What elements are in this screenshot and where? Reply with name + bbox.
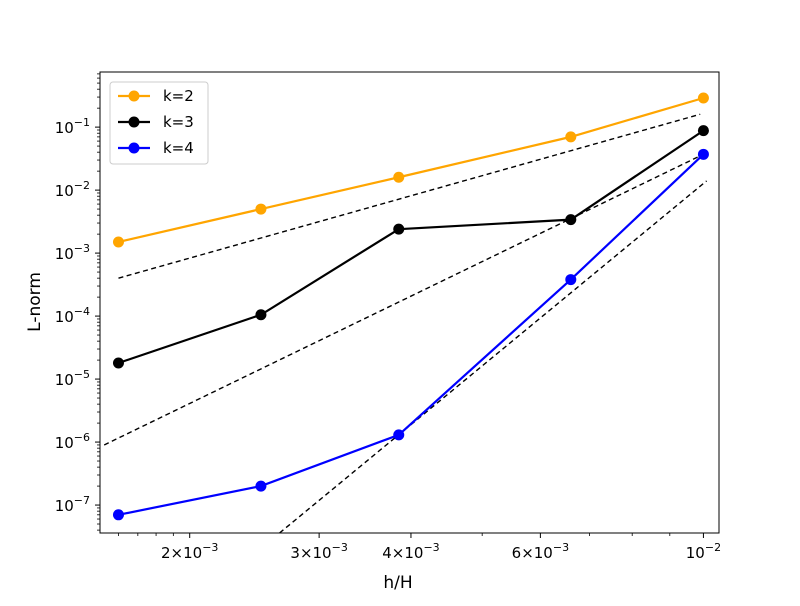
y-axis-label: L-norm bbox=[25, 272, 45, 332]
data-point-k=4-5 bbox=[697, 148, 709, 160]
legend: k=2 k=3 k=4 bbox=[109, 81, 209, 165]
reference-line-1 bbox=[118, 113, 701, 279]
data-point-k=4-1 bbox=[112, 509, 124, 521]
data-point-k=4-2 bbox=[255, 480, 267, 492]
legend-label-k=4: k=4 bbox=[163, 139, 194, 157]
plot-frame bbox=[99, 71, 720, 534]
data-point-k=3-2 bbox=[255, 309, 267, 321]
x-tick-label: 4×10−3 bbox=[382, 541, 439, 562]
data-point-k=2-1 bbox=[112, 236, 124, 248]
x-tick-label: 2×10−3 bbox=[161, 541, 218, 562]
data-point-k=2-2 bbox=[255, 203, 267, 215]
y-tick-label: 10−1 bbox=[55, 116, 90, 137]
legend-marker-k=2 bbox=[128, 90, 140, 102]
legend-marker-k=4 bbox=[128, 142, 140, 154]
legend-label-k=3: k=3 bbox=[163, 113, 194, 131]
y-tick-label: 10−6 bbox=[55, 431, 90, 452]
x-tick-label: 3×10−3 bbox=[290, 541, 347, 562]
y-tick-label: 10−3 bbox=[55, 242, 90, 263]
x-tick-label: 10−2 bbox=[686, 541, 721, 562]
reference-line-3 bbox=[279, 180, 708, 534]
data-series bbox=[112, 92, 709, 521]
data-point-k=3-1 bbox=[112, 357, 124, 369]
y-tick-label: 10−5 bbox=[55, 368, 90, 389]
x-axis-label: h/H bbox=[383, 573, 412, 593]
legend-label-k=2: k=2 bbox=[163, 87, 194, 105]
data-point-k=4-3 bbox=[393, 429, 405, 441]
data-point-k=3-4 bbox=[565, 214, 577, 226]
data-point-k=2-4 bbox=[565, 131, 577, 143]
y-tick-label: 10−4 bbox=[55, 305, 90, 326]
data-point-k=2-5 bbox=[697, 92, 709, 104]
axes: 2×10−3 3×10−3 4×10−3 6×10−3 10−2 10−7 10−6 10−5… bbox=[55, 73, 721, 562]
y-tick-label: 10−2 bbox=[55, 179, 90, 200]
x-tick-label: 6×10−3 bbox=[512, 541, 569, 562]
data-point-k=3-5 bbox=[697, 125, 709, 137]
data-point-k=4-4 bbox=[565, 274, 577, 286]
legend-marker-k=3 bbox=[128, 116, 140, 128]
y-tick-label: 10−7 bbox=[55, 494, 90, 515]
reference-lines bbox=[103, 113, 708, 534]
data-point-k=2-3 bbox=[393, 171, 405, 183]
data-point-k=3-3 bbox=[393, 223, 405, 235]
